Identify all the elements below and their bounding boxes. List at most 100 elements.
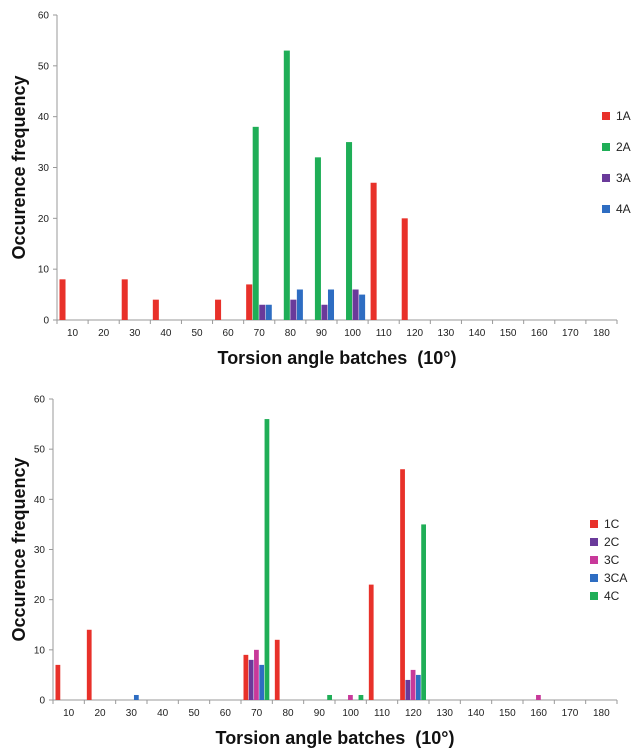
chart1-bar-3A — [352, 289, 359, 320]
chart2-bar-3C — [410, 669, 416, 700]
chart2-bar-1C — [243, 654, 249, 700]
chart1-legend-swatch-4A — [602, 205, 610, 213]
chart1-x-tick-label: 70 — [254, 328, 266, 339]
chart2-bar-3C — [536, 694, 541, 700]
chart2-legend-label-2C: 2C — [604, 535, 620, 549]
chart1-y-tick-label: 10 — [38, 265, 50, 276]
chart1-bar-1A — [121, 279, 128, 320]
chart2-y-tick-label: 0 — [39, 696, 45, 707]
chart1-x-tick-label: 180 — [593, 328, 610, 339]
chart1-x-tick-label: 160 — [531, 328, 548, 339]
chart1-bar-2A — [252, 126, 259, 320]
chart1-bar-4A — [327, 289, 335, 320]
chart1-bar-1A — [370, 182, 377, 320]
chart2-x-tick-label: 30 — [126, 708, 138, 719]
chart1-bar-1A — [215, 299, 222, 320]
chart1-bar-4A — [359, 294, 366, 320]
chart1-bar-3A — [259, 304, 266, 320]
chart1-bar-4A — [296, 289, 303, 320]
chart2-y-axis-title: Occurence frequency — [9, 457, 29, 641]
chart2-x-tick-label: 160 — [530, 708, 547, 719]
chart2-x-tick-label: 90 — [314, 708, 326, 719]
chart1-x-tick-label: 130 — [438, 328, 455, 339]
chart1-x-tick-label: 30 — [129, 328, 141, 339]
chart1-bar-1A — [246, 284, 253, 320]
chart2-bar-3CA — [259, 664, 265, 700]
chart1-bar-2A — [314, 157, 321, 320]
chart1-bar-1A — [152, 299, 159, 320]
chart1-y-tick-label: 0 — [43, 316, 49, 327]
chart2-legend-label-1C: 1C — [604, 517, 620, 531]
chart2-x-axis-title: Torsion angle batches (10°) — [216, 728, 455, 748]
chart1-y-tick-label: 40 — [38, 112, 50, 123]
chart2-y-tick-label: 30 — [34, 545, 46, 556]
chart1-x-tick-label: 50 — [191, 328, 203, 339]
chart1-bar-2A — [346, 142, 353, 320]
chart2-bar-4C — [358, 694, 364, 700]
chart1-bar-1A — [59, 279, 66, 320]
chart1-legend-swatch-2A — [602, 143, 610, 151]
chart2-legend-label-3CA: 3CA — [604, 571, 627, 585]
chart1-bar-3A — [290, 299, 297, 320]
chart2-x-tick-label: 170 — [562, 708, 579, 719]
chart2-legend-swatch-1C — [590, 520, 598, 528]
chart2-x-tick-label: 40 — [157, 708, 169, 719]
chart1-bar-1A — [401, 218, 408, 320]
chart2-x-tick-label: 10 — [63, 708, 75, 719]
chart1-x-tick-label: 40 — [160, 328, 172, 339]
chart1-y-tick-label: 60 — [38, 11, 50, 22]
chart2-x-tick-label: 50 — [188, 708, 200, 719]
chart2-bar-2C — [405, 679, 411, 700]
chart1-legend-label-4A: 4A — [616, 202, 631, 216]
chart1-y-tick-label: 30 — [38, 163, 50, 174]
chart1-legend-label-3A: 3A — [616, 171, 631, 185]
chart1-x-tick-label: 110 — [376, 328, 392, 339]
chart1-bar-2A — [283, 50, 290, 320]
chart2-bar-3C — [348, 694, 353, 700]
chart2-bar-1C — [86, 629, 92, 700]
chart-top: 0 10 20 30 40 50 60 10 20 30 40 50 60 70 80 90 100 110 120… — [9, 11, 631, 369]
chart2-bar-1C — [55, 664, 61, 700]
chart2-x-tick-label: 100 — [342, 708, 359, 719]
chart2-legend-swatch-4C — [590, 592, 598, 600]
chart2-y-tick-label: 40 — [34, 495, 46, 506]
chart1-y-tick-label: 50 — [38, 61, 50, 72]
chart2-x-tick-label: 60 — [220, 708, 232, 719]
chart2-legend-swatch-3CA — [590, 574, 598, 582]
chart2-x-tick-label: 70 — [251, 708, 263, 719]
chart2-bar-3C — [254, 649, 259, 700]
chart2-legend-label-3C: 3C — [604, 553, 620, 567]
chart2-bar-2C — [248, 659, 254, 700]
chart2-x-tick-label: 140 — [468, 708, 485, 719]
chart2-y-tick-label: 60 — [34, 395, 46, 406]
chart2-bar-1C — [368, 584, 374, 700]
chart2-y-tick-label: 50 — [34, 445, 46, 456]
chart2-bar-1C — [274, 639, 280, 700]
chart1-bar-4A — [265, 304, 272, 320]
chart1-x-tick-label: 90 — [316, 328, 328, 339]
chart2-x-tick-label: 110 — [374, 708, 390, 719]
chart1-bar-3A — [321, 304, 328, 320]
chart1-x-tick-label: 10 — [67, 328, 79, 339]
chart2-bar-3CA — [133, 694, 139, 700]
chart2-y-tick-label: 20 — [34, 595, 46, 606]
chart1-legend-swatch-3A — [602, 174, 610, 182]
chart2-x-tick-label: 180 — [593, 708, 610, 719]
chart-bottom: 0 10 20 30 40 50 60 10 20 30 40 50 60 70 80 90 100 110 120… — [9, 395, 627, 749]
chart2-bar-4C — [421, 524, 426, 700]
chart1-x-tick-label: 140 — [469, 328, 486, 339]
chart1-x-tick-label: 60 — [223, 328, 235, 339]
chart1-x-axis-title: Torsion angle batches (10°) — [218, 348, 457, 368]
chart2-bar-1C — [400, 469, 405, 700]
chart2-x-tick-label: 20 — [94, 708, 106, 719]
chart1-legend-label-2A: 2A — [616, 140, 631, 154]
chart1-y-tick-label: 20 — [38, 214, 50, 225]
chart2-legend-label-4C: 4C — [604, 589, 620, 603]
chart2-y-tick-label: 10 — [34, 645, 46, 656]
chart2-legend-swatch-2C — [590, 538, 598, 546]
chart2-legend-swatch-3C — [590, 556, 598, 564]
chart1-x-tick-label: 120 — [406, 328, 423, 339]
chart1-x-tick-label: 170 — [562, 328, 579, 339]
chart1-x-tick-label: 100 — [344, 328, 361, 339]
chart2-bar-4C — [264, 419, 270, 700]
